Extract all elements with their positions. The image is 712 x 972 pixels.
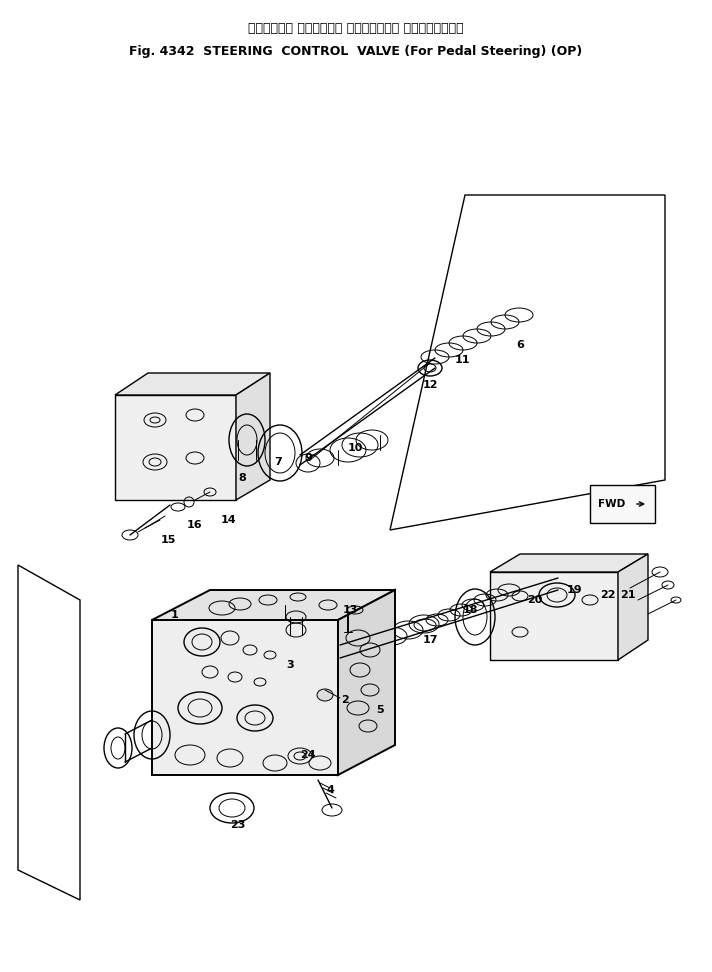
Text: 21: 21 <box>620 590 636 600</box>
Polygon shape <box>236 373 270 500</box>
Text: 18: 18 <box>462 605 478 615</box>
Text: 7: 7 <box>274 457 282 467</box>
Text: 12: 12 <box>422 380 438 390</box>
Text: 23: 23 <box>230 820 246 830</box>
Text: 17: 17 <box>422 635 438 645</box>
Text: 13: 13 <box>342 605 357 615</box>
Text: 20: 20 <box>528 595 543 605</box>
Polygon shape <box>490 572 618 660</box>
Circle shape <box>375 696 389 710</box>
Text: 16: 16 <box>187 520 203 530</box>
Polygon shape <box>338 590 395 775</box>
Text: FWD: FWD <box>598 499 626 509</box>
Text: 22: 22 <box>600 590 616 600</box>
Ellipse shape <box>317 689 333 701</box>
Text: 1: 1 <box>171 610 179 620</box>
Text: 14: 14 <box>220 515 236 525</box>
FancyBboxPatch shape <box>590 485 655 523</box>
Text: 9: 9 <box>304 453 312 463</box>
Polygon shape <box>152 590 395 620</box>
Text: Fig. 4342  STEERING  CONTROL  VALVE (For Pedal Steering) (OP): Fig. 4342 STEERING CONTROL VALVE (For Pe… <box>130 46 582 58</box>
Polygon shape <box>490 554 648 572</box>
Polygon shape <box>115 395 236 500</box>
Text: ステアリング コントロール バルブ（ペダル ステアリング用）: ステアリング コントロール バルブ（ペダル ステアリング用） <box>248 21 464 34</box>
Text: 10: 10 <box>347 443 362 453</box>
Polygon shape <box>115 373 270 395</box>
Polygon shape <box>618 554 648 660</box>
Text: 11: 11 <box>454 355 470 365</box>
Text: 2: 2 <box>341 695 349 705</box>
Text: 8: 8 <box>238 473 246 483</box>
Text: 4: 4 <box>326 785 334 795</box>
Polygon shape <box>152 620 338 775</box>
Text: 3: 3 <box>286 660 294 670</box>
Text: 6: 6 <box>516 340 524 350</box>
Text: 24: 24 <box>300 750 316 760</box>
Text: 5: 5 <box>376 705 384 715</box>
Text: 15: 15 <box>160 535 176 545</box>
Text: 19: 19 <box>567 585 583 595</box>
